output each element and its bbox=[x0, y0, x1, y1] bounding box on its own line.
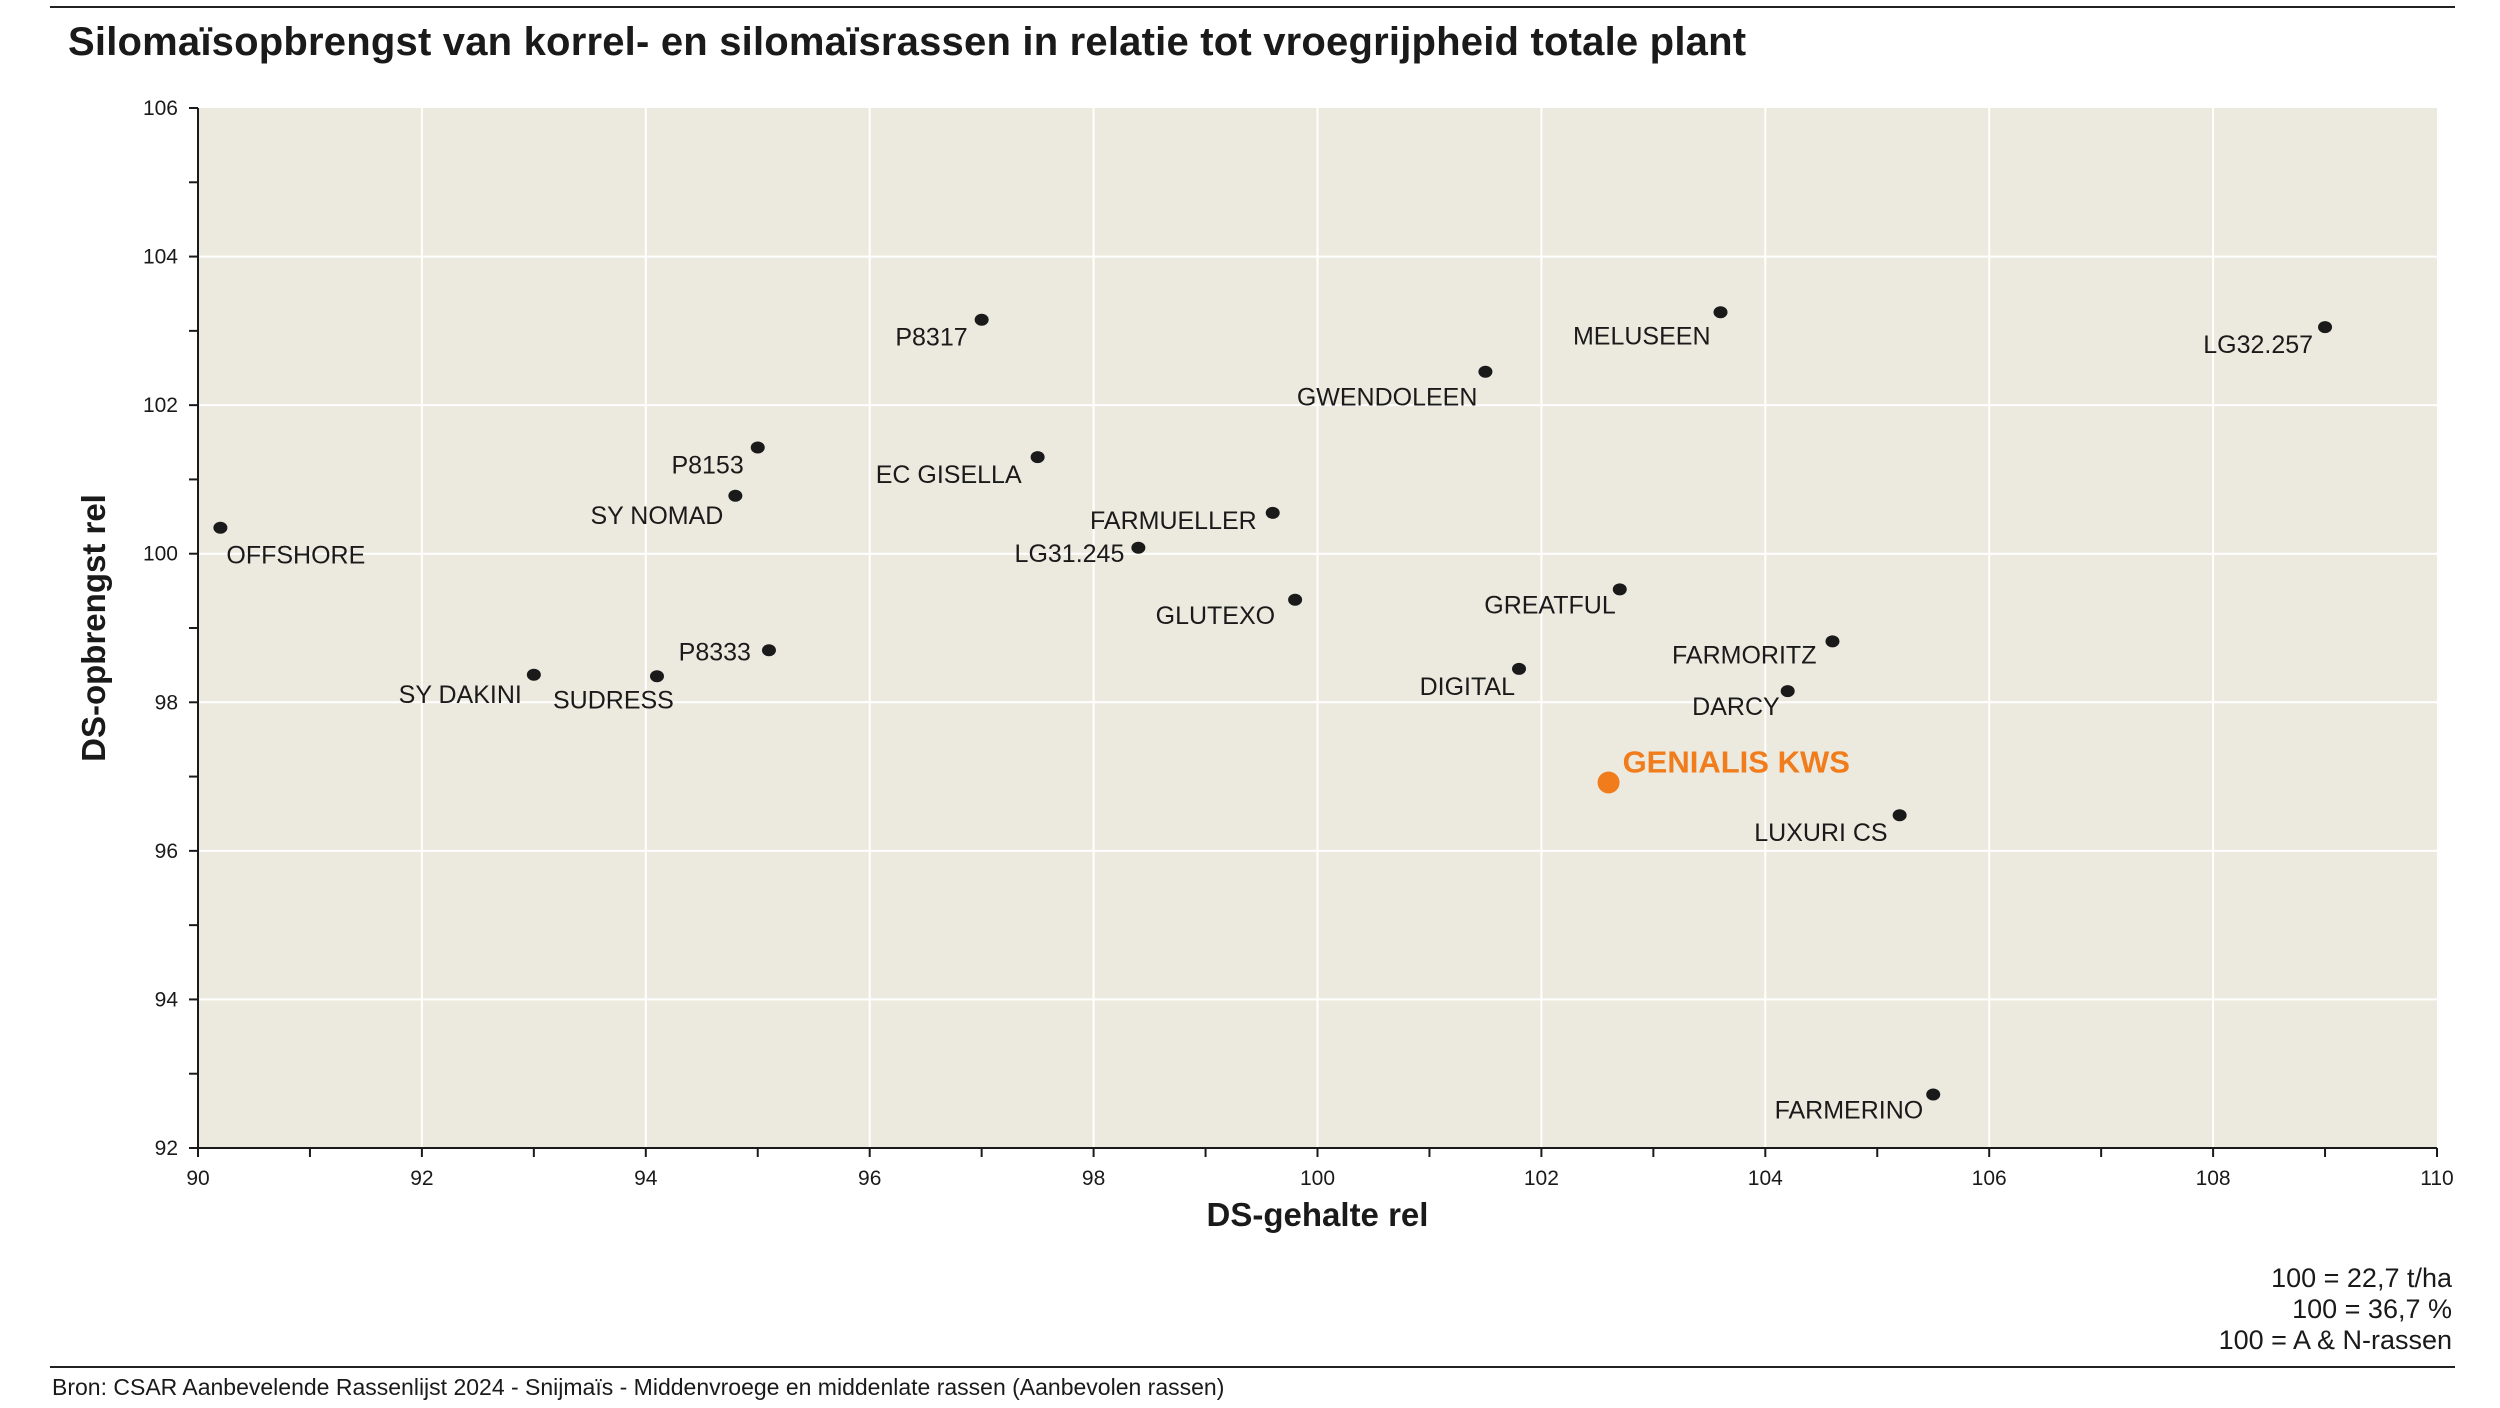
y-axis-label: DS-opbrengst rel bbox=[75, 494, 112, 762]
x-tick-label: 102 bbox=[1524, 1167, 1559, 1190]
chart-notes: 100 = 22,7 t/ha 100 = 36,7 % 100 = A & N… bbox=[2219, 1263, 2452, 1356]
y-tick-label: 102 bbox=[143, 394, 178, 417]
x-tick-label: 96 bbox=[858, 1167, 881, 1190]
data-label-farmueller: FARMUELLER bbox=[1090, 507, 1257, 535]
data-point-p8317 bbox=[974, 313, 989, 326]
top-rule bbox=[50, 6, 2455, 8]
data-point-sudress bbox=[649, 670, 664, 683]
data-label-lg32-257: LG32.257 bbox=[2203, 331, 2313, 359]
x-tick-label: 98 bbox=[1082, 1167, 1105, 1190]
data-label-meluseen: MELUSEEN bbox=[1573, 322, 1711, 350]
data-point-ec-gisella bbox=[1030, 451, 1045, 464]
y-tick-label: 92 bbox=[155, 1137, 178, 1160]
data-label-p8333: P8333 bbox=[679, 638, 751, 666]
data-label-p8317: P8317 bbox=[895, 324, 967, 352]
y-tick-label: 100 bbox=[143, 543, 178, 566]
data-point-meluseen bbox=[1713, 306, 1728, 319]
note-varieties: 100 = A & N-rassen bbox=[2218, 1325, 2452, 1355]
data-point-sy-nomad bbox=[728, 489, 743, 502]
data-point-lg31-245 bbox=[1131, 541, 1146, 554]
data-point-glutexo bbox=[1288, 593, 1303, 606]
data-label-offshore: OFFSHORE bbox=[226, 542, 365, 570]
data-label-glutexo: GLUTEXO bbox=[1156, 602, 1275, 630]
data-point-digital bbox=[1512, 662, 1527, 675]
note-dm-content: 100 = 36,7 % bbox=[2292, 1294, 2452, 1324]
data-label-sy-nomad: SY NOMAD bbox=[590, 502, 723, 530]
data-label-ec-gisella: EC GISELLA bbox=[876, 461, 1022, 489]
data-point-farmoritz bbox=[1825, 635, 1840, 648]
x-tick-label: 104 bbox=[1748, 1167, 1783, 1190]
x-tick-label: 106 bbox=[1972, 1167, 2007, 1190]
data-label-sy-dakini: SY DAKINI bbox=[399, 681, 522, 709]
data-label-farmoritz: FARMORITZ bbox=[1672, 641, 1816, 669]
note-yield: 100 = 22,7 t/ha bbox=[2271, 1263, 2452, 1293]
data-point-greatful bbox=[1612, 583, 1627, 596]
x-tick-label: 92 bbox=[410, 1167, 433, 1190]
bottom-rule bbox=[50, 1366, 2455, 1368]
x-tick-label: 108 bbox=[2196, 1167, 2231, 1190]
data-point-farmueller bbox=[1265, 506, 1280, 519]
data-point-farmerino bbox=[1926, 1088, 1941, 1101]
data-point-lg32-257 bbox=[2318, 321, 2333, 334]
x-axis-label: DS-gehalte rel bbox=[1207, 1196, 1429, 1233]
y-tick-label: 106 bbox=[143, 97, 178, 120]
x-tick-label: 100 bbox=[1300, 1167, 1335, 1190]
data-label-luxuri-cs: LUXURI CS bbox=[1754, 819, 1887, 847]
data-label-gwendoleen: GWENDOLEEN bbox=[1297, 384, 1478, 412]
chart-title: Silomaïsopbrengst van korrel- en silomaï… bbox=[68, 20, 1747, 64]
data-point-gwendoleen bbox=[1478, 365, 1493, 378]
y-tick-label: 94 bbox=[155, 988, 179, 1011]
y-tick-label: 96 bbox=[155, 840, 178, 863]
data-label-digital: DIGITAL bbox=[1420, 673, 1515, 701]
data-label-farmerino: FARMERINO bbox=[1775, 1097, 1924, 1125]
data-point-darcy bbox=[1780, 685, 1795, 698]
x-tick-label: 94 bbox=[634, 1167, 658, 1190]
data-label-genialis-kws: GENIALIS KWS bbox=[1623, 745, 1850, 780]
data-label-greatful: GREATFUL bbox=[1484, 591, 1616, 619]
data-label-darcy: DARCY bbox=[1692, 693, 1780, 721]
data-label-sudress: SUDRESS bbox=[553, 686, 674, 714]
x-tick-label: 110 bbox=[2420, 1167, 2453, 1190]
data-point-genialis-kws bbox=[1597, 771, 1620, 794]
x-tick-label: 90 bbox=[186, 1167, 209, 1190]
y-tick-label: 98 bbox=[155, 691, 178, 714]
data-point-offshore bbox=[213, 521, 228, 534]
data-point-p8153 bbox=[750, 441, 765, 454]
data-point-sy-dakini bbox=[526, 668, 541, 681]
data-point-p8333 bbox=[761, 644, 776, 657]
data-point-luxuri-cs bbox=[1892, 809, 1907, 822]
data-label-p8153: P8153 bbox=[671, 451, 743, 479]
data-label-lg31-245: LG31.245 bbox=[1015, 540, 1125, 568]
source-note: Bron: CSAR Aanbevelende Rassenlijst 2024… bbox=[52, 1374, 1225, 1400]
y-tick-label: 104 bbox=[143, 246, 178, 269]
scatter-chart: 90 92 94 96 98 100 102 104 106 108 110 92 94 96 98 100 1… bbox=[75, 97, 2454, 1233]
